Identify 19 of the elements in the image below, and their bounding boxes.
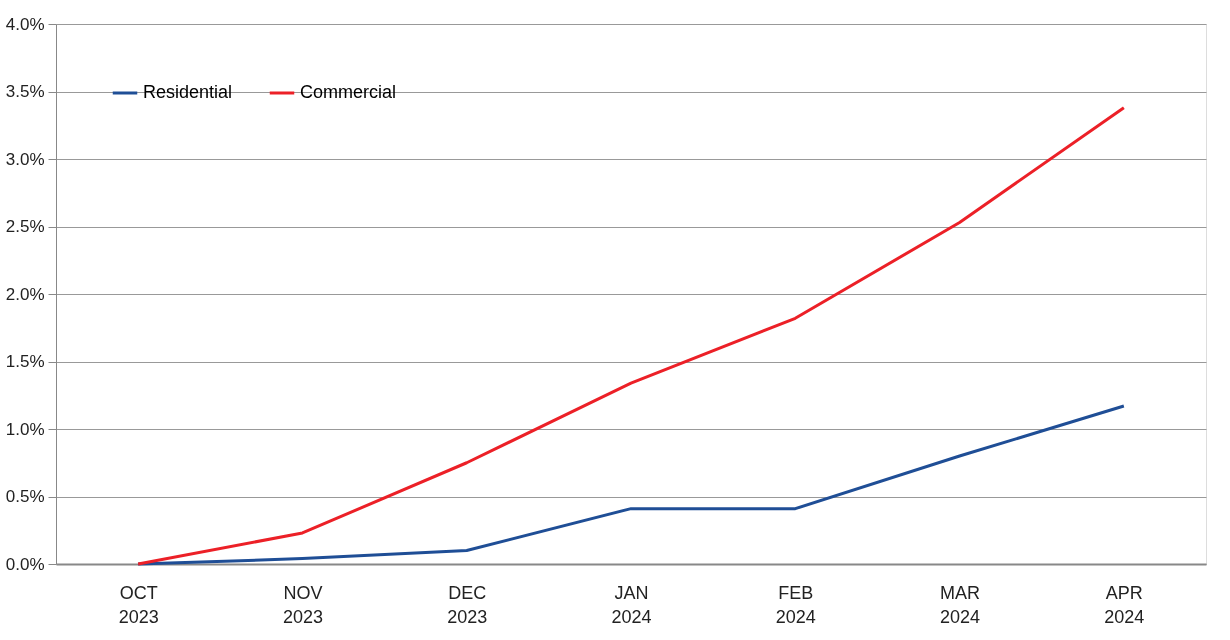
y-tick-label: 3.5% <box>5 82 45 101</box>
y-tick-label: 0.0% <box>5 554 45 574</box>
y-tick-label: 1.5% <box>5 352 45 371</box>
line-series <box>136 106 1126 566</box>
y-tick-label: 3.0% <box>5 149 45 169</box>
y-tick-label: 2.0% <box>5 284 45 304</box>
x-tick-label: OCT 2023 <box>118 582 159 627</box>
x-tick-label: JAN 2024 <box>611 582 652 627</box>
x-tick-label: NOV 2023 <box>282 582 323 627</box>
y-tick-label: 1.0% <box>5 419 45 439</box>
x-tick-label: APR 2024 <box>1104 582 1145 627</box>
y-tick-label: 2.5% <box>5 217 45 236</box>
y-tick-label: 0.5% <box>5 487 45 506</box>
legend-label: Commercial <box>300 82 397 102</box>
y-tick-label: 4.0% <box>5 14 45 34</box>
x-tick-label: DEC 2023 <box>447 582 488 627</box>
legend-label: Residential <box>143 82 233 102</box>
x-tick-label: FEB 2024 <box>775 582 816 627</box>
x-tick-label: MAR 2024 <box>940 582 981 627</box>
